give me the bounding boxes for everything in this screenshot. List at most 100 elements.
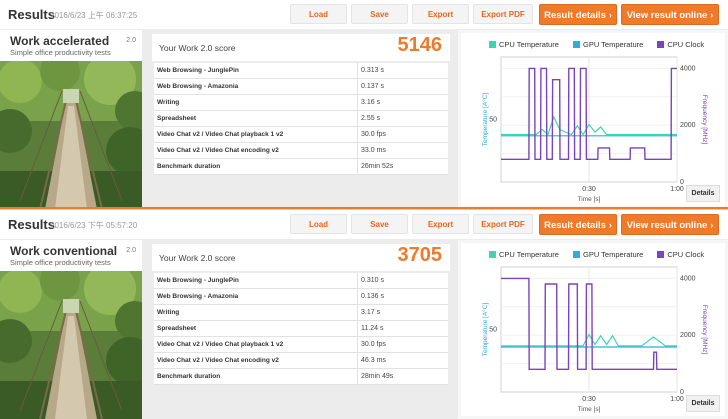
chart-legend: CPU Temperature GPU Temperature CPU Cloc… — [489, 250, 716, 259]
legend-swatch — [489, 41, 496, 48]
row-label: Video Chat v2 / Video Chat playback 1 v2 — [154, 127, 358, 142]
result-panel-accelerated: Results 2016/6/23 上午 06:37:25 Load Save … — [0, 0, 728, 209]
table-row: Spreadsheet 11.24 s — [154, 321, 448, 337]
legend-label: CPU Clock — [667, 250, 705, 259]
chevron-right-icon: › — [608, 220, 612, 230]
legend-swatch — [572, 251, 580, 258]
view-online-label: View result online — [626, 10, 708, 21]
table-row: Web Browsing - JunglePin 0.313 s — [154, 63, 448, 79]
result-details-button[interactable]: Result details › — [539, 214, 617, 235]
y-right-tick-label: 4000 — [680, 65, 696, 72]
export-pdf-button[interactable]: Export PDF — [473, 4, 533, 24]
workload-name: Work conventional — [10, 244, 118, 258]
save-button[interactable]: Save — [351, 4, 408, 24]
legend-label: GPU Temperature — [582, 40, 644, 49]
legend-label: CPU Temperature — [499, 40, 559, 49]
save-button[interactable]: Save — [351, 214, 408, 234]
x-tick-label: 0:30 — [582, 396, 596, 403]
subscore-table: Web Browsing - JunglePin 0.310 s Web Brow… — [154, 273, 448, 385]
y-left-tick-label: 50 — [489, 327, 497, 334]
row-label: Benchmark duration — [154, 159, 358, 174]
load-button[interactable]: Load — [290, 4, 347, 24]
score-box: Your Work 2.0 score 3705 — [152, 244, 450, 271]
workload-subtitle: Simple office productivity tests — [10, 48, 111, 57]
view-result-online-button[interactable]: View result online › — [621, 4, 719, 25]
results-title: Results — [8, 217, 55, 232]
legend-label: CPU Clock — [667, 40, 705, 49]
y-right-tick-label: 0 — [680, 389, 684, 396]
table-row: Benchmark duration 26min 52s — [154, 159, 448, 175]
row-value: 3.17 s — [361, 309, 381, 316]
table-row: Spreadsheet 2.55 s — [154, 111, 448, 127]
series-line-cpu-clock — [501, 277, 677, 371]
x-tick-label: 1:00 — [670, 396, 684, 403]
y-left-axis-label: Temperature [A°C] — [481, 93, 489, 147]
legend-item: CPU Temperature — [489, 40, 559, 49]
view-online-label: View result online — [626, 220, 708, 231]
row-label: Web Browsing - JunglePin — [154, 63, 358, 78]
legend-label: GPU Temperature — [582, 250, 644, 259]
table-row: Video Chat v2 / Video Chat playback 1 v2… — [154, 337, 448, 353]
legend-swatch — [657, 251, 665, 258]
y-left-tick-label: 50 — [489, 117, 497, 124]
row-value: 30.0 fps — [361, 341, 386, 348]
row-label: Spreadsheet — [154, 111, 358, 126]
workload-subtitle: Simple office productivity tests — [10, 258, 111, 267]
row-label: Spreadsheet — [154, 321, 358, 336]
workload-image — [0, 61, 142, 209]
workload-version: 2.0 — [126, 247, 136, 254]
line-chart: 0:30 1:00 Time [s] 50 4000 2000 0 Temperature [… — [481, 56, 708, 203]
result-details-label: Result details — [544, 10, 606, 21]
details-button[interactable]: Details — [686, 185, 720, 202]
table-row: Video Chat v2 / Video Chat playback 1 v2… — [154, 127, 448, 143]
row-value: 0.310 s — [361, 277, 384, 284]
row-value: 26min 52s — [361, 163, 394, 170]
x-axis-label: Time [s] — [578, 196, 601, 203]
row-value: 46.3 ms — [361, 357, 386, 364]
row-label: Benchmark duration — [154, 369, 358, 384]
row-value: 2.55 s — [361, 115, 381, 122]
subscore-table: Web Browsing - JunglePin 0.313 s Web Brow… — [154, 63, 448, 175]
y-right-tick-label: 4000 — [680, 275, 696, 282]
score-section: Your Work 2.0 score 5146 Web Browsing - … — [142, 30, 458, 209]
legend-label: CPU Temperature — [499, 250, 559, 259]
y-right-tick-label: 2000 — [680, 122, 696, 129]
row-value: 0.313 s — [361, 67, 384, 74]
view-result-online-button[interactable]: View result online › — [621, 214, 719, 235]
table-row: Writing 3.16 s — [154, 95, 448, 111]
workload-image — [0, 271, 142, 419]
export-button[interactable]: Export — [412, 4, 469, 24]
result-header: Results 2016/6/23 下午 05:57:20 Load Save … — [0, 210, 728, 240]
series-line-cpu-temperature — [501, 333, 677, 347]
x-tick-label: 0:30 — [582, 186, 596, 193]
details-button[interactable]: Details — [686, 395, 720, 412]
result-details-button[interactable]: Result details › — [539, 4, 617, 25]
result-header: Results 2016/6/23 上午 06:37:25 Load Save … — [0, 0, 728, 30]
monitoring-section: CPU Temperature GPU Temperature CPU Cloc… — [458, 30, 728, 209]
row-label: Web Browsing - Amazonia — [154, 289, 358, 304]
legend-swatch — [489, 251, 496, 258]
result-panel-conventional: Results 2016/6/23 下午 05:57:20 Load Save … — [0, 210, 728, 419]
monitoring-chart: CPU Temperature GPU Temperature CPU Cloc… — [461, 33, 725, 206]
chevron-right-icon: › — [710, 220, 714, 230]
legend-swatch — [572, 41, 580, 48]
score-section: Your Work 2.0 score 3705 Web Browsing - … — [142, 240, 458, 419]
legend-item: GPU Temperature — [572, 40, 644, 49]
result-timestamp: 2016/6/23 下午 05:57:20 — [50, 221, 138, 230]
series-line-cpu-clock — [501, 67, 677, 161]
row-label: Video Chat v2 / Video Chat encoding v2 — [154, 353, 358, 368]
y-right-tick-label: 2000 — [680, 332, 696, 339]
results-title: Results — [8, 7, 55, 22]
load-button[interactable]: Load — [290, 214, 347, 234]
workload-name: Work accelerated — [10, 34, 110, 48]
score-box: Your Work 2.0 score 5146 — [152, 34, 450, 61]
chevron-right-icon: › — [710, 10, 714, 20]
table-row: Benchmark duration 28min 49s — [154, 369, 448, 385]
table-row: Web Browsing - Amazonia 0.137 s — [154, 79, 448, 95]
score-value: 3705 — [397, 244, 443, 266]
legend-item: CPU Clock — [657, 250, 704, 259]
export-button[interactable]: Export — [412, 214, 469, 234]
export-pdf-button[interactable]: Export PDF — [473, 214, 533, 234]
score-label: Your Work 2.0 score — [159, 253, 236, 263]
x-axis-label: Time [s] — [578, 406, 601, 413]
